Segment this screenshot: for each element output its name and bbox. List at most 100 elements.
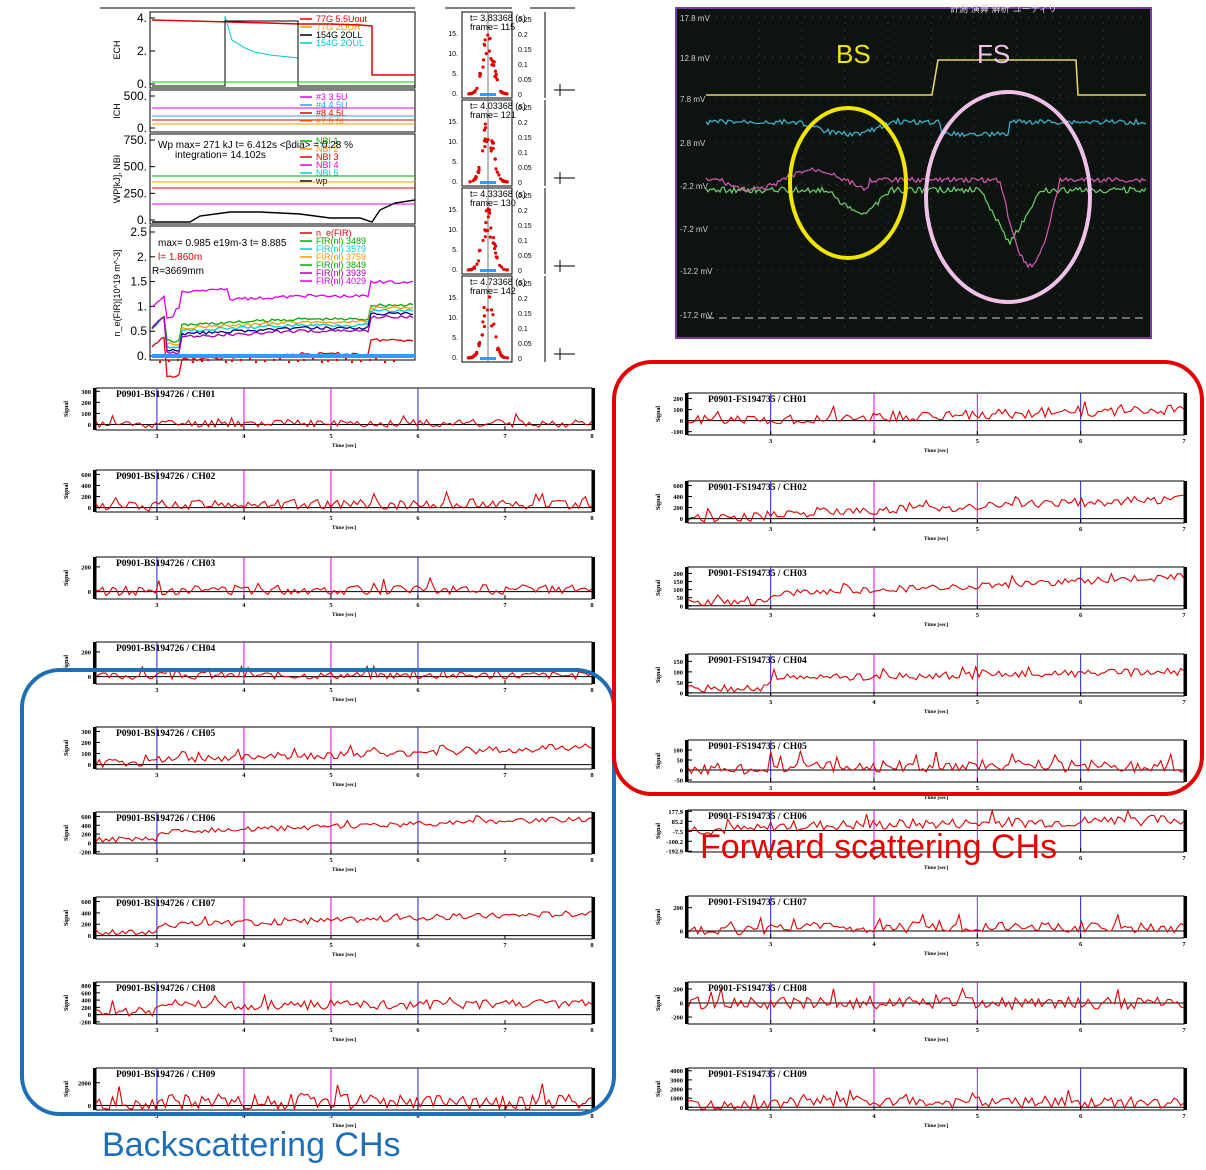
plot-title: P0901-FS194735 / CH06 bbox=[708, 812, 807, 822]
ytick-label: 600 bbox=[673, 483, 683, 490]
x-axis-label: Time [sec] bbox=[924, 951, 948, 957]
ytick-label: 50 bbox=[677, 595, 684, 602]
xtick-label: 4 bbox=[242, 772, 246, 779]
ytick-label: 0 bbox=[88, 762, 91, 769]
frame-point bbox=[482, 128, 486, 132]
xtick-label: 8 bbox=[590, 942, 594, 949]
frame-point bbox=[498, 263, 502, 268]
fir-dot bbox=[383, 360, 387, 364]
scope-trace-yellow bbox=[706, 59, 1146, 96]
x-axis-label: Time [sec] bbox=[924, 1037, 948, 1043]
plot-title: P0901-BS194726 / CH06 bbox=[116, 814, 215, 824]
frame-point bbox=[474, 175, 478, 179]
ytick-label: 400 bbox=[81, 483, 91, 490]
frame-point bbox=[477, 165, 481, 170]
legend-entry: #7.5 5L bbox=[316, 116, 346, 126]
plot-title: P0901-FS194735 / CH01 bbox=[708, 395, 807, 405]
signal-trace bbox=[687, 808, 1185, 835]
ytick-label: 1000 bbox=[670, 1096, 683, 1103]
frame-point bbox=[486, 215, 490, 219]
xtick-label: 7 bbox=[1182, 1113, 1186, 1120]
xtick-label: 6 bbox=[416, 857, 420, 864]
xtick-label: 8 bbox=[590, 515, 594, 522]
plot-right-bar bbox=[1184, 810, 1187, 852]
xtick-label: 4 bbox=[242, 857, 246, 864]
xtick-label: 4 bbox=[872, 438, 876, 445]
frame-point bbox=[483, 122, 487, 126]
frame-point bbox=[497, 173, 501, 177]
frame-point bbox=[492, 242, 497, 246]
frame-box bbox=[461, 275, 513, 363]
x-axis-label: Time [sec] bbox=[924, 709, 948, 715]
signal-trace bbox=[95, 576, 593, 597]
frame-point bbox=[490, 139, 494, 143]
x-axis-label: Time [sec] bbox=[332, 525, 356, 531]
xtick-label: 4 bbox=[872, 941, 876, 948]
frame-number: frame= 130 bbox=[470, 198, 516, 208]
plot-left-bar bbox=[685, 982, 688, 1024]
fir-dot bbox=[392, 359, 396, 363]
xtick-label: 5 bbox=[976, 1113, 980, 1120]
ytick-label: 600 bbox=[81, 814, 91, 821]
frame-point bbox=[495, 170, 499, 174]
overview-ylabel: ECH bbox=[112, 40, 122, 59]
frame-point bbox=[500, 353, 504, 358]
frame-point bbox=[492, 322, 496, 326]
plot-title: P0901-FS194735 / CH05 bbox=[708, 742, 807, 752]
signal-trace bbox=[95, 992, 593, 1018]
xtick-label: 3 bbox=[155, 602, 159, 609]
legend-entry: NBI 2 bbox=[316, 144, 339, 154]
frame-point bbox=[483, 126, 488, 130]
plot-title: P0901-FS194735 / CH03 bbox=[708, 569, 807, 579]
xtick-label: 3 bbox=[155, 772, 159, 779]
backscattering-label: Backscattering CHs bbox=[102, 1126, 401, 1164]
frame-panel: t= 4.33368 (s)frame= 130 15. 10. 5. 0. 0.25 0.… bbox=[448, 187, 575, 275]
frame-ytick: 5. bbox=[452, 159, 458, 166]
y-axis-label: Signal bbox=[656, 823, 662, 839]
frame-ytick: 0. bbox=[452, 355, 458, 362]
xtick-label: 4 bbox=[872, 612, 876, 619]
xtick-label: 7 bbox=[1182, 855, 1186, 862]
ytick-label: 100 bbox=[673, 669, 683, 676]
xtick-label: 5 bbox=[976, 438, 980, 445]
plot-title: P0901-FS194735 / CH09 bbox=[708, 1070, 807, 1080]
frame-point bbox=[483, 137, 487, 141]
xtick-label: 6 bbox=[1079, 1027, 1083, 1034]
legend-entry: FIR(nl) 3759 bbox=[316, 252, 366, 262]
plot-right-bar bbox=[592, 642, 595, 684]
plot-left-bar bbox=[93, 1068, 96, 1110]
overview-ytick: 2. bbox=[137, 44, 147, 58]
xtick-label: 7 bbox=[1182, 438, 1186, 445]
frame-point bbox=[505, 180, 509, 184]
xtick-label: 5 bbox=[329, 1113, 333, 1120]
fir-dot bbox=[200, 359, 204, 363]
frame-point bbox=[491, 313, 495, 317]
xtick-label: 3 bbox=[155, 942, 159, 949]
legend-entry: NBI 3 bbox=[316, 152, 339, 162]
frame-point bbox=[485, 308, 490, 312]
overview-ytick: 0. bbox=[137, 121, 147, 135]
ytick-label: 0 bbox=[88, 589, 91, 596]
plot-left-bar bbox=[93, 812, 96, 854]
ytick-label: 200 bbox=[673, 987, 683, 994]
ytick-label: 200 bbox=[81, 400, 91, 407]
plot-title: P0901-BS194726 / CH02 bbox=[116, 472, 215, 482]
frame-point bbox=[484, 221, 488, 225]
frame-ytick-right: 0.2 bbox=[518, 208, 528, 215]
frame-point bbox=[495, 78, 499, 82]
plot-right-bar bbox=[1184, 982, 1187, 1024]
y-axis-label: Signal bbox=[64, 570, 70, 586]
fs-label: FS bbox=[977, 39, 1010, 69]
ytick-label: 2000 bbox=[78, 1080, 91, 1087]
panel-frame bbox=[149, 89, 416, 133]
frame-ytick-right: 0.05 bbox=[518, 165, 532, 172]
fir-dot bbox=[224, 360, 228, 364]
plot-left-bar bbox=[685, 393, 688, 435]
ytick-label: 3000 bbox=[670, 1077, 683, 1084]
ytick-label: -200 bbox=[79, 1019, 91, 1026]
xtick-label: 6 bbox=[1079, 855, 1083, 862]
ytick-label: 0 bbox=[680, 1001, 683, 1008]
scope-volt-label: 7.8 mV bbox=[680, 95, 706, 104]
fir-dot bbox=[263, 359, 267, 363]
ytick-label: 100 bbox=[673, 587, 683, 594]
